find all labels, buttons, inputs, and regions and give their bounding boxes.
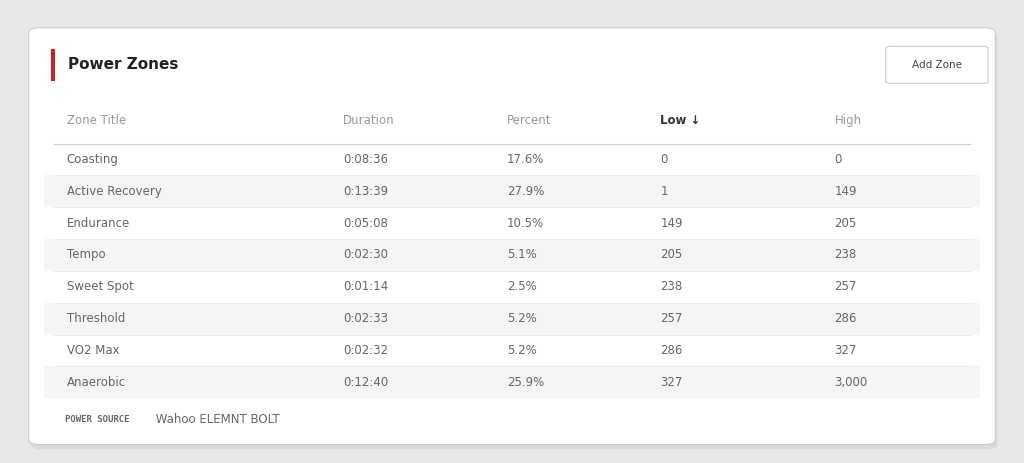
Text: 286: 286: [835, 312, 857, 325]
Text: Active Recovery: Active Recovery: [67, 185, 162, 198]
Bar: [44, 97, 980, 144]
Text: 327: 327: [660, 376, 683, 389]
Text: High: High: [835, 114, 861, 127]
Text: Zone Title: Zone Title: [67, 114, 126, 127]
Text: 5.2%: 5.2%: [507, 312, 537, 325]
Text: Low ↓: Low ↓: [660, 114, 700, 127]
Text: 238: 238: [835, 249, 857, 262]
Text: 0:02:32: 0:02:32: [343, 344, 388, 357]
Bar: [44, 239, 980, 271]
Text: 0:13:39: 0:13:39: [343, 185, 388, 198]
Text: Coasting: Coasting: [67, 153, 119, 166]
Text: Endurance: Endurance: [67, 217, 130, 230]
FancyBboxPatch shape: [31, 32, 997, 449]
FancyBboxPatch shape: [886, 46, 988, 83]
Text: Sweet Spot: Sweet Spot: [67, 280, 133, 293]
Text: Duration: Duration: [343, 114, 394, 127]
Text: Percent: Percent: [507, 114, 551, 127]
Text: Add Zone: Add Zone: [912, 60, 962, 70]
Text: 0:08:36: 0:08:36: [343, 153, 388, 166]
Text: 25.9%: 25.9%: [507, 376, 544, 389]
Bar: [51, 49, 55, 81]
Text: 0: 0: [835, 153, 842, 166]
Text: 17.6%: 17.6%: [507, 153, 544, 166]
Text: 0:05:08: 0:05:08: [343, 217, 388, 230]
Bar: [44, 175, 980, 207]
FancyBboxPatch shape: [29, 28, 995, 444]
Text: Threshold: Threshold: [67, 312, 125, 325]
Bar: [44, 303, 980, 334]
Text: 0:12:40: 0:12:40: [343, 376, 388, 389]
Text: 27.9%: 27.9%: [507, 185, 544, 198]
Text: 0:02:33: 0:02:33: [343, 312, 388, 325]
Text: 5.2%: 5.2%: [507, 344, 537, 357]
Text: 286: 286: [660, 344, 683, 357]
Text: 10.5%: 10.5%: [507, 217, 544, 230]
Text: 257: 257: [835, 280, 857, 293]
Text: 0: 0: [660, 153, 668, 166]
Text: Power Zones: Power Zones: [68, 57, 178, 72]
Text: 149: 149: [660, 217, 683, 230]
Text: Tempo: Tempo: [67, 249, 105, 262]
Text: Anaerobic: Anaerobic: [67, 376, 126, 389]
Text: Wahoo ELEMNT BOLT: Wahoo ELEMNT BOLT: [152, 413, 280, 425]
Text: 2.5%: 2.5%: [507, 280, 537, 293]
Text: 1: 1: [660, 185, 668, 198]
Text: 205: 205: [660, 249, 683, 262]
Text: 0:02:30: 0:02:30: [343, 249, 388, 262]
Text: 238: 238: [660, 280, 683, 293]
Text: 327: 327: [835, 344, 857, 357]
Text: 0:01:14: 0:01:14: [343, 280, 388, 293]
Text: 149: 149: [835, 185, 857, 198]
Bar: [44, 366, 980, 398]
Text: 3,000: 3,000: [835, 376, 867, 389]
Text: 205: 205: [835, 217, 857, 230]
Text: 5.1%: 5.1%: [507, 249, 537, 262]
Text: VO2 Max: VO2 Max: [67, 344, 119, 357]
Text: 257: 257: [660, 312, 683, 325]
Text: POWER SOURCE: POWER SOURCE: [65, 414, 129, 424]
